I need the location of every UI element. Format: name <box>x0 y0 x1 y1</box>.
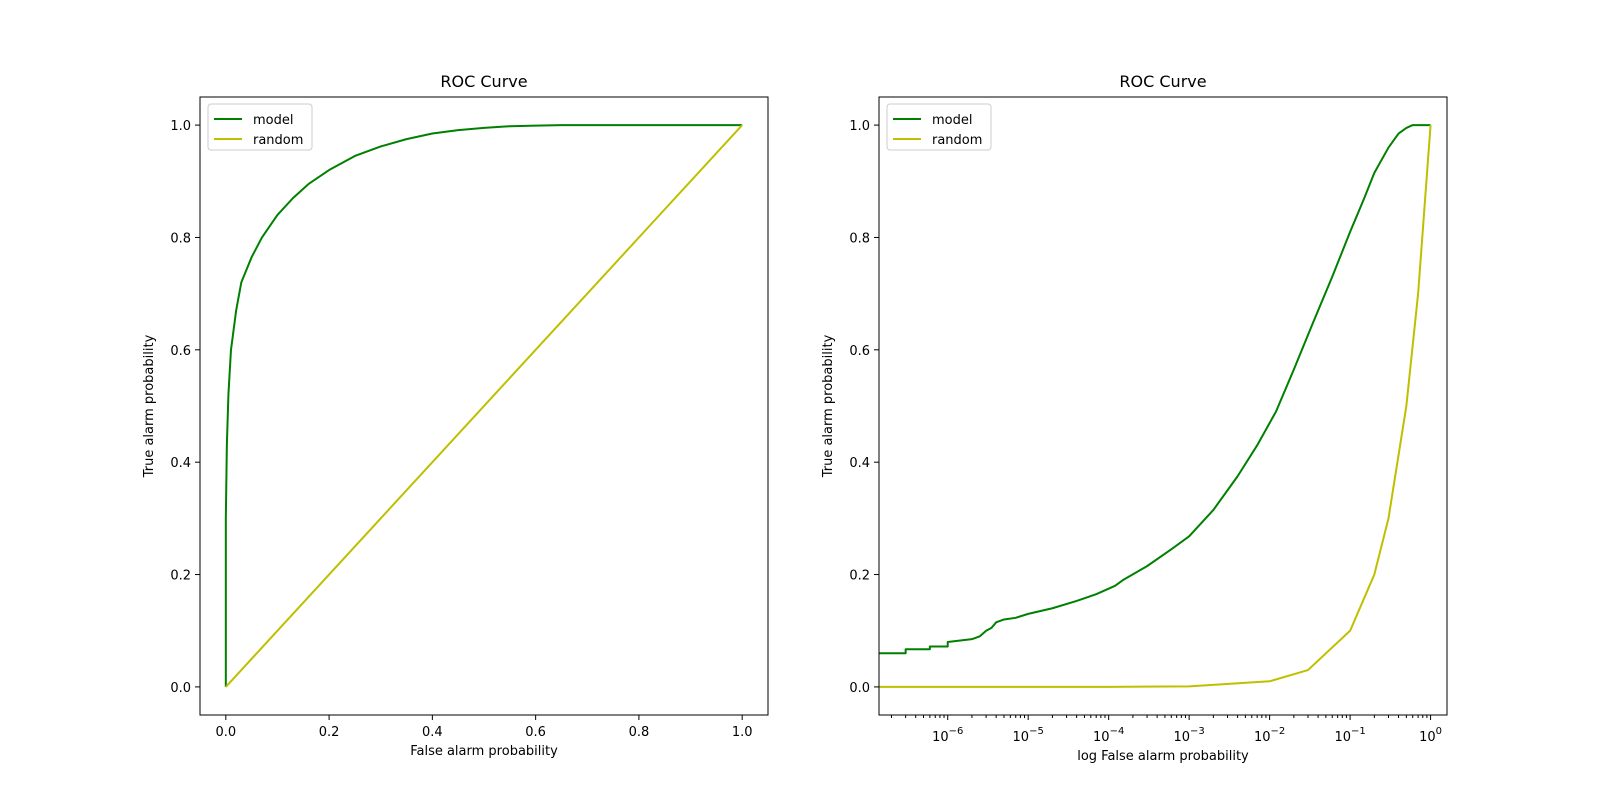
y-tick-label: 0.2 <box>849 569 870 584</box>
series-line-random <box>879 125 1432 688</box>
x-tick-exponent: −4 <box>1110 726 1125 737</box>
x-tick-label: 10−2 <box>1254 726 1285 745</box>
series-group <box>224 124 743 688</box>
x-tick-base: 10 <box>1173 730 1190 745</box>
x-tick-label: 10−5 <box>1013 726 1044 745</box>
legend: model random <box>207 103 313 151</box>
legend-label-random: random <box>932 133 982 148</box>
y-tick-label: 1.0 <box>849 119 870 134</box>
y-tick-label: 0.0 <box>170 681 191 696</box>
x-tick-base: 10 <box>1093 730 1110 745</box>
x-tick-label: 0.4 <box>422 725 443 740</box>
y-tick-label: 1.0 <box>170 119 191 134</box>
x-tick-label: 10−4 <box>1093 726 1124 745</box>
legend-label-model: model <box>253 113 293 128</box>
y-tick-label: 0.4 <box>170 456 191 471</box>
legend: model random <box>886 103 992 151</box>
legend-label-model: model <box>932 113 972 128</box>
y-tick-label: 0.2 <box>170 569 191 584</box>
y-tick-label: 0.6 <box>170 344 191 359</box>
y-axis-label: True alarm probability <box>142 334 157 478</box>
series-line-random <box>225 124 743 688</box>
axes-frame <box>199 96 769 716</box>
y-tick-label: 0.6 <box>849 344 870 359</box>
x-tick-base: 10 <box>932 730 949 745</box>
y-tick-label: 0.8 <box>849 231 870 246</box>
x-tick-label: 1.0 <box>732 725 753 740</box>
x-tick-exponent: −1 <box>1351 726 1366 737</box>
x-tick-label: 10−6 <box>932 726 963 745</box>
x-tick-label: 0.0 <box>215 725 236 740</box>
x-tick-base: 10 <box>1334 730 1351 745</box>
x-axis-label: False alarm probability <box>410 744 558 759</box>
x-tick-exponent: 0 <box>1436 726 1442 737</box>
y-tick-label: 0.0 <box>849 681 870 696</box>
series-line-model <box>879 124 1431 655</box>
x-tick-base: 10 <box>1013 730 1030 745</box>
x-tick-exponent: −3 <box>1190 726 1205 737</box>
x-tick-label: 10−1 <box>1334 726 1365 745</box>
y-axis-label: True alarm probability <box>821 334 836 478</box>
x-axis-label: log False alarm probability <box>1077 749 1249 764</box>
x-tick-base: 10 <box>1419 730 1436 745</box>
x-tick-label: 0.6 <box>525 725 546 740</box>
x-tick-base: 10 <box>1254 730 1271 745</box>
chart-title: ROC Curve <box>440 72 527 91</box>
series-line-model <box>224 124 743 687</box>
series-group <box>879 124 1432 688</box>
chart-title: ROC Curve <box>1119 72 1206 91</box>
x-tick-exponent: −2 <box>1271 726 1286 737</box>
x-tick-exponent: −5 <box>1029 726 1044 737</box>
y-tick-label: 0.4 <box>849 456 870 471</box>
x-tick-label: 0.8 <box>629 725 650 740</box>
chart-panel-linear: ROC Curve 0.0 0.2 0.4 0.6 0.8 1.0 0.0 0.2 0.4 0.6 0… <box>142 72 769 759</box>
legend-label-random: random <box>253 133 303 148</box>
x-tick-label: 100 <box>1419 726 1442 745</box>
axes-frame <box>878 96 1448 716</box>
x-tick-label: 0.2 <box>319 725 340 740</box>
x-tick-label: 10−3 <box>1173 726 1204 745</box>
y-tick-label: 0.8 <box>170 231 191 246</box>
x-tick-exponent: −6 <box>949 726 964 737</box>
